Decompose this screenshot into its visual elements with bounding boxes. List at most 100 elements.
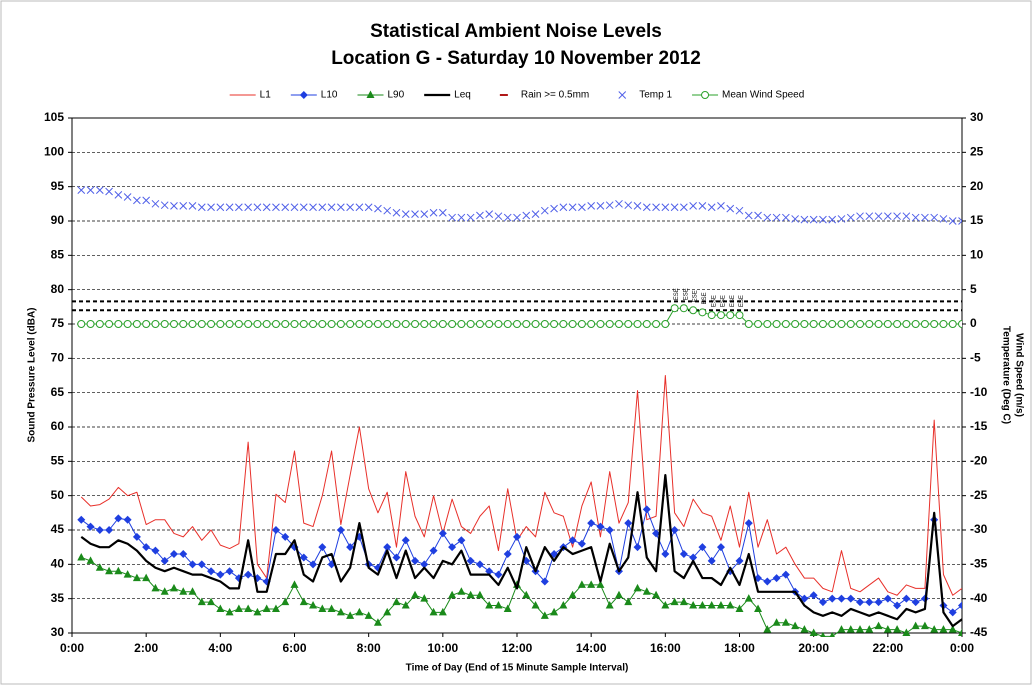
legend-label: Temp 1 [639,90,672,101]
marker-x [346,203,354,212]
marker-circle [151,320,160,328]
marker-x [281,203,290,212]
marker-triangle [411,590,420,599]
marker-triangle [392,597,401,606]
marker-x [438,208,447,217]
y-tick-label: 90 [51,213,65,227]
marker-x [948,217,957,225]
marker-circle [605,320,614,328]
marker-triangle [652,590,661,599]
marker-diamond [132,532,141,541]
marker-circle [244,320,253,328]
marker-triangle [791,621,800,630]
marker-x [95,186,104,194]
marker-circle [587,320,596,328]
marker-circle [920,320,929,328]
y-tick-label: 85 [51,248,65,262]
x-tick-label: 6:00 [282,641,306,655]
marker-x [142,196,151,205]
marker-triangle [550,607,559,616]
marker-x [856,212,864,221]
marker-triangle [726,601,735,609]
marker-circle [754,320,763,328]
marker-triangle [531,601,540,609]
marker-triangle [105,566,114,575]
marker-circle [411,320,420,328]
marker-triangle [318,604,327,612]
y-tick-label: 50 [51,488,65,502]
marker-x [318,203,327,212]
marker-x [559,203,568,212]
legend: L1 L10 L90 Leq Rain >= 0.5mm Temp 1 Mean Wind … [229,90,804,101]
annotation: ESE [702,292,708,304]
marker-circle [429,320,438,328]
marker-circle [373,320,382,328]
marker-x [680,203,688,212]
marker-x [244,203,252,212]
marker-triangle [309,601,318,609]
marker-x [179,202,188,210]
x-tick-label: 8:00 [357,641,381,655]
marker-triangle [735,604,744,612]
marker-diamond [577,539,586,548]
marker-diamond [142,543,151,552]
marker-x [837,215,846,223]
marker-diamond [86,522,95,531]
y-tick-label: 70 [51,351,65,365]
annotation: ESE [739,295,745,307]
marker-x [299,203,308,212]
legend-label: Rain >= 0.5mm [521,90,589,101]
marker-x [846,213,855,222]
legend-marker [299,91,308,99]
marker-triangle [401,601,410,609]
marker-circle [271,320,280,328]
marker-x [105,187,113,196]
marker-diamond [744,519,753,528]
marker-x [327,203,336,212]
marker-triangle [820,631,826,637]
marker-x [921,213,929,222]
marker-circle [883,320,892,328]
marker-triangle [874,621,883,630]
marker-circle [142,320,151,328]
marker-circle [568,320,577,328]
marker-diamond [169,550,178,559]
marker-triangle [188,587,197,595]
marker-x [485,210,494,218]
marker-circle [401,320,410,328]
marker-circle [216,320,225,328]
x-tick-label: 0:00 [60,641,84,655]
marker-x [763,213,772,222]
marker-circle [837,320,846,328]
marker-triangle [123,570,132,578]
y2-tick-label: 0 [970,316,977,330]
marker-circle [958,320,962,328]
marker-diamond [336,526,345,534]
marker-triangle [772,618,781,626]
marker-x [735,206,744,215]
marker-x [531,210,540,218]
marker-triangle [920,621,929,630]
marker-diamond [902,594,911,603]
marker-circle [188,320,197,328]
marker-diamond [281,532,290,541]
marker-circle [559,320,568,328]
marker-triangle [290,580,299,588]
marker-diamond [661,550,670,559]
legend-marker [701,91,710,99]
marker-diamond [392,553,401,562]
marker-x [355,203,364,212]
x-tick-label: 20:00 [798,641,829,655]
marker-circle [735,311,744,320]
marker-x [235,203,243,212]
marker-x [642,203,651,212]
marker-circle [207,320,216,328]
marker-x [272,203,280,212]
marker-x [633,202,642,210]
marker-circle [475,320,484,328]
y-tick-label: 80 [51,282,65,296]
x-tick-label: 10:00 [427,641,458,655]
y-tick-label: 100 [44,145,64,159]
